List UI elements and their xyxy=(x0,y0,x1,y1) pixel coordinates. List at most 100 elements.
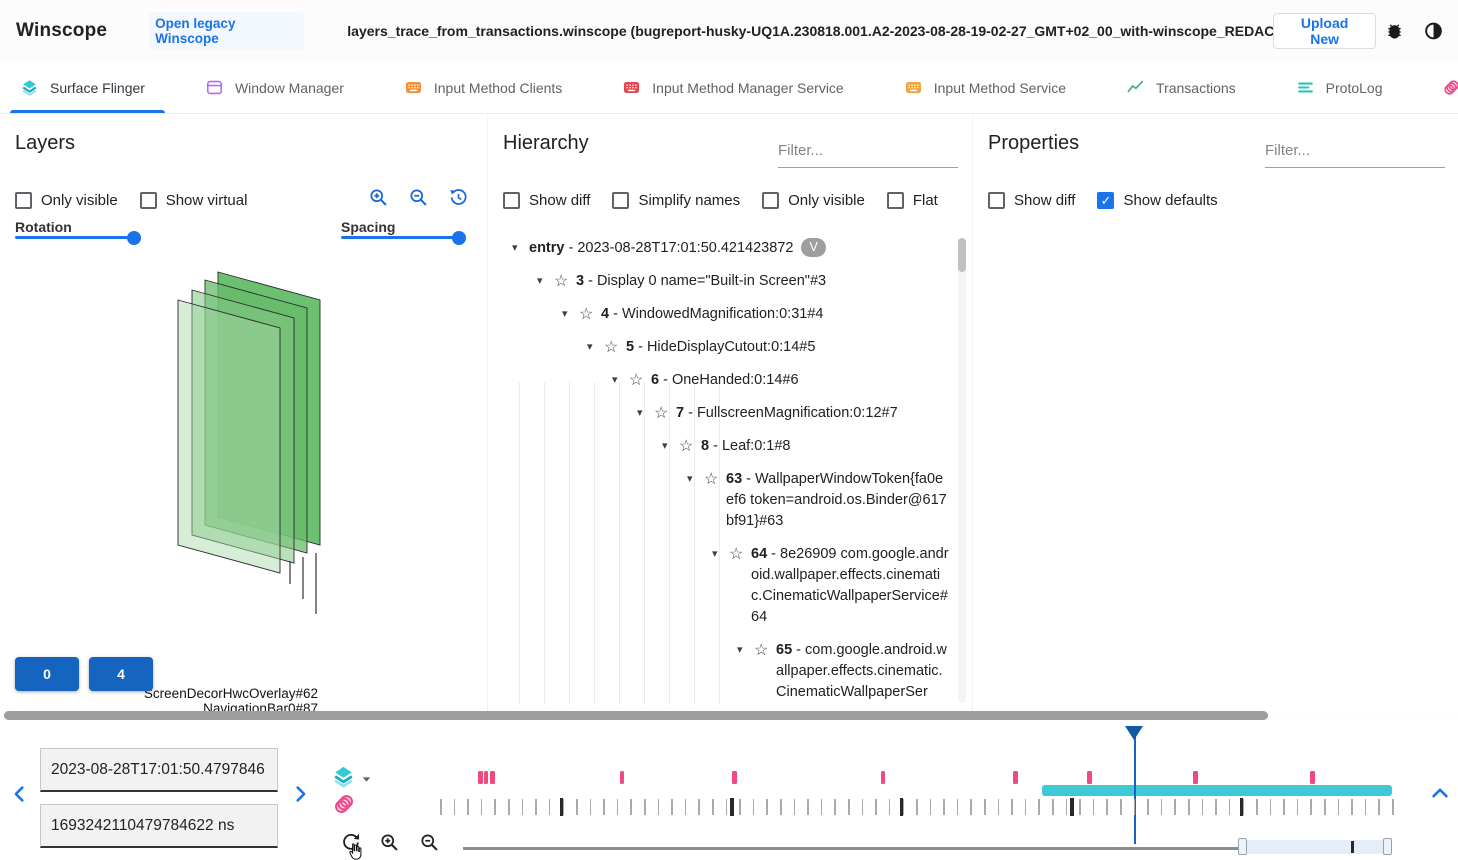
timeline-zoom-out-icon[interactable] xyxy=(419,832,440,853)
checkbox-box[interactable]: ✓ xyxy=(1097,192,1115,209)
tree-node-8[interactable]: ▾ ☆ 8 - Leaf:0:1#8 xyxy=(496,430,950,463)
pin-star-icon[interactable]: ☆ xyxy=(679,438,694,455)
tab-transactions[interactable]: Transactions xyxy=(1096,62,1266,113)
expand-timeline-icon[interactable] xyxy=(1429,782,1451,804)
zoom-out-icon[interactable] xyxy=(408,187,429,208)
tab-input-method-clients[interactable]: Input Method Clients xyxy=(374,62,592,113)
range-handle-left[interactable] xyxy=(1238,838,1247,855)
timeline-zoom-in-icon[interactable] xyxy=(379,832,400,853)
open-legacy-winscope-link[interactable]: Open legacy Winscope xyxy=(149,12,305,50)
expand-caret-icon[interactable]: ▾ xyxy=(512,242,518,254)
spacing-slider-thumb[interactable] xyxy=(452,230,466,245)
tree-node-64[interactable]: ▾ ☆ 64 - 8e26909 com.google.android.wall… xyxy=(496,538,950,634)
layer-id-button-0[interactable]: 0 xyxy=(15,657,79,691)
transition-event-mark[interactable] xyxy=(880,771,886,784)
transition-event-mark[interactable] xyxy=(1193,771,1198,784)
timeline-cursor-head[interactable] xyxy=(1124,726,1143,740)
rotation-slider-track[interactable] xyxy=(15,236,133,239)
expand-caret-icon[interactable]: ▾ xyxy=(637,407,643,419)
transition-event-mark[interactable] xyxy=(483,771,489,784)
transition-event-mark[interactable] xyxy=(490,771,495,784)
hierarchy-scrollbar[interactable] xyxy=(958,238,966,703)
layers-3d-scene[interactable] xyxy=(0,264,487,644)
tab-input-method-service[interactable]: Input Method Service xyxy=(874,62,1096,113)
pin-star-icon[interactable]: ☆ xyxy=(704,471,719,488)
tab-window-manager[interactable]: Window Manager xyxy=(175,62,374,113)
hierarchy-scrollbar-thumb[interactable] xyxy=(958,238,966,272)
dark-mode-toggle-icon[interactable] xyxy=(1423,20,1444,42)
reset-view-history-icon[interactable] xyxy=(448,187,469,208)
expand-caret-icon[interactable]: ▾ xyxy=(737,644,743,656)
layer-id-button-4[interactable]: 4 xyxy=(89,657,153,691)
tree-node-6[interactable]: ▾ ☆ 6 - OneHanded:0:14#6 xyxy=(496,364,950,397)
checkbox-box[interactable]: ✓ xyxy=(139,192,157,209)
checkbox-flat[interactable]: ✓ Flat xyxy=(886,192,938,209)
pin-star-icon[interactable]: ☆ xyxy=(754,642,769,659)
checkbox-simplify-names[interactable]: ✓ Simplify names xyxy=(612,192,740,209)
surface-flinger-trace-icon[interactable] xyxy=(331,764,356,789)
previous-entry-icon[interactable] xyxy=(9,783,31,805)
checkbox-only-visible[interactable]: ✓ Only visible xyxy=(762,192,865,209)
checkbox-box[interactable]: ✓ xyxy=(762,192,780,209)
tree-node-7[interactable]: ▾ ☆ 7 - FullscreenMagnification:0:12#7 xyxy=(496,397,950,430)
checkbox-show-diff[interactable]: ✓ Show diff xyxy=(988,192,1075,209)
checkbox-show-virtual[interactable]: ✓ Show virtual xyxy=(139,192,247,209)
pin-star-icon[interactable]: ☆ xyxy=(729,546,744,563)
checkbox-box[interactable]: ✓ xyxy=(503,192,520,209)
expand-caret-icon[interactable]: ▾ xyxy=(562,308,568,320)
tree-node-65[interactable]: ▾ ☆ 65 - com.google.android.wallpaper.ef… xyxy=(496,634,950,709)
checkbox-box[interactable]: ✓ xyxy=(886,192,904,209)
hierarchy-filter-field[interactable]: Filter... xyxy=(778,142,958,168)
transition-event-mark[interactable] xyxy=(478,771,483,784)
timeline-scrollbar-range[interactable] xyxy=(1247,840,1384,854)
upload-new-button[interactable]: Upload New xyxy=(1273,13,1376,49)
timeline-selection-bar[interactable] xyxy=(1041,785,1392,796)
panel-timeline-divider[interactable] xyxy=(4,711,1268,720)
tree-node-entry[interactable]: ▾ entry - 2023-08-28T17:01:50.421423872 V xyxy=(496,232,950,265)
timestamp-input[interactable]: 2023-08-28T17:01:50.4797846 xyxy=(40,748,278,792)
expand-caret-icon[interactable]: ▾ xyxy=(612,374,618,386)
reset-zoom-icon[interactable] xyxy=(340,831,362,853)
transition-event-mark[interactable] xyxy=(1013,771,1018,784)
pin-star-icon[interactable]: ☆ xyxy=(554,273,569,290)
pin-star-icon[interactable]: ☆ xyxy=(579,306,594,323)
report-bug-icon[interactable] xyxy=(1384,20,1405,42)
tree-node-3[interactable]: ▾ ☆ 3 - Display 0 name="Built-in Screen"… xyxy=(496,265,950,298)
transition-event-mark[interactable] xyxy=(619,771,625,784)
expand-caret-icon[interactable]: ▾ xyxy=(712,548,718,560)
transition-event-mark[interactable] xyxy=(1087,771,1092,784)
expand-caret-icon[interactable]: ▾ xyxy=(537,275,543,287)
range-handle-right[interactable] xyxy=(1383,838,1392,855)
tab-tra[interactable]: Tra xyxy=(1412,62,1458,113)
expand-caret-icon[interactable]: ▾ xyxy=(687,473,693,485)
properties-filter-field[interactable]: Filter... xyxy=(1265,142,1445,168)
next-entry-icon[interactable] xyxy=(289,783,311,805)
transition-event-mark[interactable] xyxy=(1310,771,1315,784)
tree-node-5[interactable]: ▾ ☆ 5 - HideDisplayCutout:0:14#5 xyxy=(496,331,950,364)
checkbox-box[interactable]: ✓ xyxy=(612,192,630,209)
timeline-cursor-line[interactable] xyxy=(1133,726,1137,844)
checkbox-box[interactable]: ✓ xyxy=(988,192,1005,209)
pin-star-icon[interactable]: ☆ xyxy=(629,372,644,389)
transition-event-mark[interactable] xyxy=(732,771,737,784)
trace-selector-caret-icon[interactable] xyxy=(360,773,373,786)
zoom-in-icon[interactable] xyxy=(368,187,389,208)
transitions-trace-icon[interactable] xyxy=(332,792,356,816)
tab-protolog[interactable]: ProtoLog xyxy=(1266,62,1413,113)
rotation-slider-thumb[interactable] xyxy=(127,230,141,245)
checkbox-only-visible[interactable]: ✓ Only visible xyxy=(15,192,118,209)
tree-node-63[interactable]: ▾ ☆ 63 - WallpaperWindowToken{fa0eef6 to… xyxy=(496,463,950,538)
tab-input-method-manager-service[interactable]: Input Method Manager Service xyxy=(592,62,873,113)
tree-node-4[interactable]: ▾ ☆ 4 - WindowedMagnification:0:31#4 xyxy=(496,298,950,331)
tab-surface-flinger[interactable]: Surface Flinger xyxy=(0,62,175,113)
checkbox-box[interactable]: ✓ xyxy=(15,192,32,209)
timeline-scrollbar-track[interactable] xyxy=(463,847,1242,850)
spacing-slider-track[interactable] xyxy=(341,236,459,239)
expand-caret-icon[interactable]: ▾ xyxy=(587,341,593,353)
checkbox-show-diff[interactable]: ✓ Show diff xyxy=(503,192,590,209)
expand-caret-icon[interactable]: ▾ xyxy=(662,440,668,452)
timestamp-ns-input[interactable]: 1693242110479784622 ns xyxy=(40,804,278,848)
pin-star-icon[interactable]: ☆ xyxy=(654,405,669,422)
pin-star-icon[interactable]: ☆ xyxy=(604,339,619,356)
checkbox-show-defaults[interactable]: ✓ Show defaults xyxy=(1097,192,1218,209)
